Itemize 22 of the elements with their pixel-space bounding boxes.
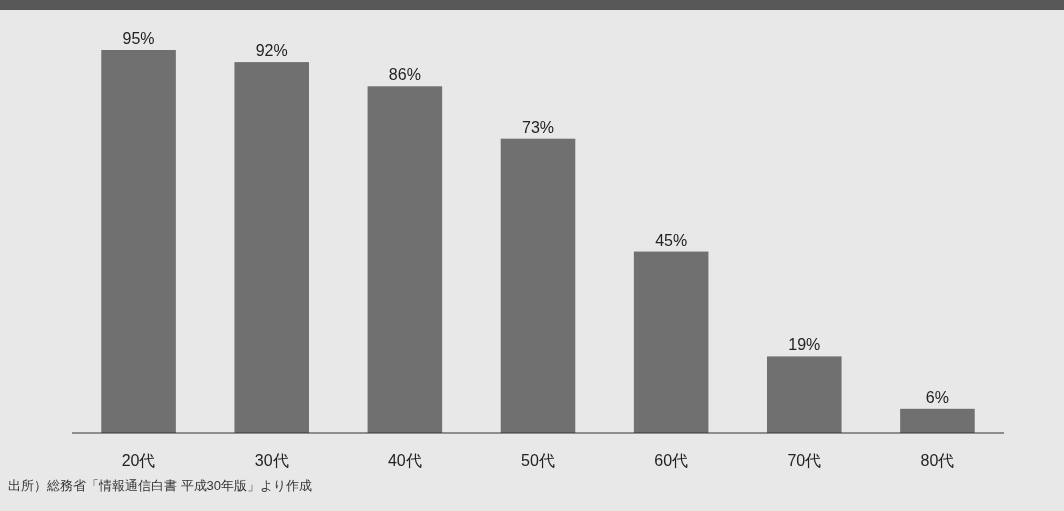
x-tick-label: 40代	[387, 452, 422, 469]
data-label: 6%	[925, 388, 949, 406]
x-tick-label: 80代	[920, 452, 955, 469]
bar	[767, 356, 842, 433]
data-label: 73%	[521, 118, 555, 136]
bar	[367, 86, 443, 433]
x-tick-label: 70代	[787, 452, 822, 469]
x-tick-label: 30代	[254, 452, 289, 469]
bar	[633, 251, 709, 433]
data-label: 86%	[388, 66, 421, 84]
bar	[900, 408, 975, 433]
data-label: 19%	[788, 336, 821, 354]
data-label: 95%	[122, 30, 155, 47]
bar	[101, 50, 176, 433]
x-tick-label: 50代	[521, 452, 555, 469]
bar	[500, 138, 576, 433]
bar	[234, 62, 309, 433]
x-tick-label: 60代	[654, 452, 689, 469]
x-tick-label: 20代	[121, 452, 156, 469]
text: 出所）総務省「情報通信白書 平成30年版」より作成	[8, 478, 313, 493]
data-label: 45%	[655, 231, 688, 249]
data-label: 92%	[255, 42, 288, 60]
